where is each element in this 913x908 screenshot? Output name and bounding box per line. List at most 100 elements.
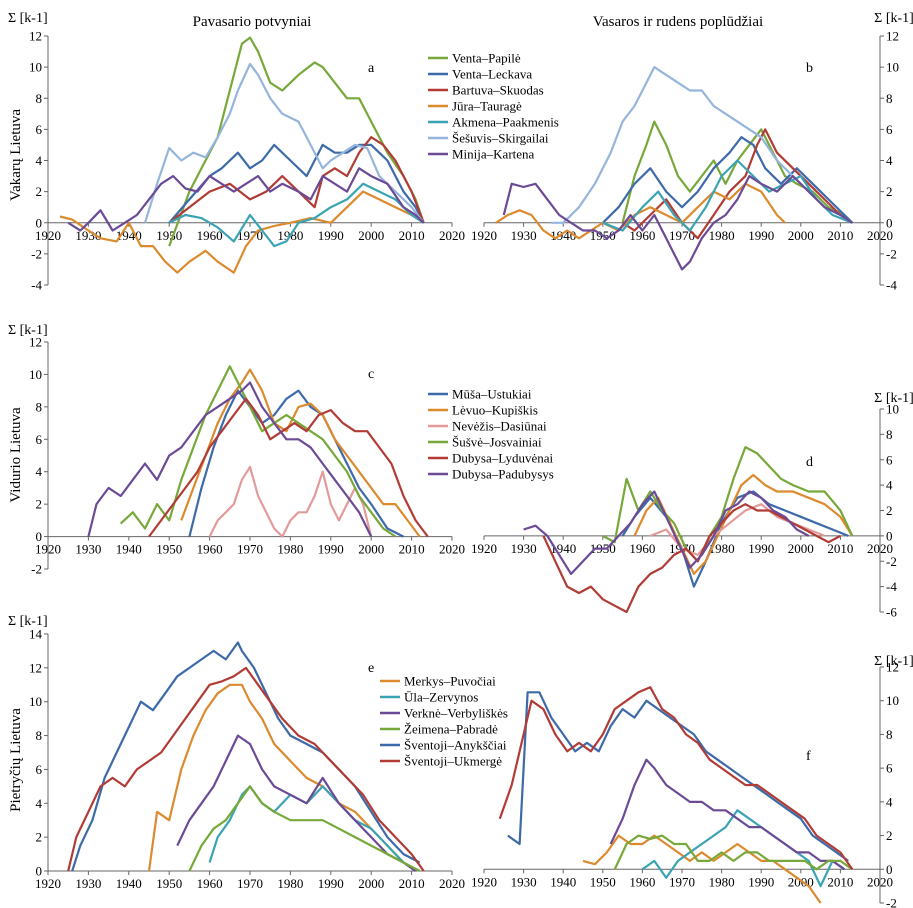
y-tick-label: 10 bbox=[886, 60, 899, 75]
x-tick-label: 2000 bbox=[788, 228, 814, 243]
x-tick-label: 2000 bbox=[358, 876, 384, 891]
y-tick-label: 2 bbox=[886, 184, 893, 199]
title-left: Pavasario potvyniai bbox=[193, 14, 312, 30]
legend-label: Žeimena–Pabradė bbox=[404, 722, 498, 737]
series-line bbox=[71, 641, 421, 872]
x-tick-label: 1990 bbox=[318, 542, 344, 557]
y-axis-unit-label: Σ [k-1] bbox=[874, 654, 913, 669]
x-tick-label: 1930 bbox=[511, 541, 537, 556]
series-line bbox=[523, 490, 810, 576]
x-tick-label: 2000 bbox=[788, 541, 814, 556]
x-tick-label: 2010 bbox=[399, 876, 425, 891]
panel-letter: b bbox=[806, 61, 813, 76]
x-tick-label: 1930 bbox=[511, 228, 537, 243]
series-line bbox=[502, 175, 853, 271]
x-tick-label: 2020 bbox=[867, 228, 893, 243]
legend-label: Venta–Leckava bbox=[452, 67, 532, 82]
y-tick-label: 6 bbox=[886, 452, 893, 467]
series-line bbox=[507, 691, 849, 862]
y-tick-label: 10 bbox=[886, 402, 899, 417]
y-tick-label: 14 bbox=[29, 627, 43, 642]
y-tick-label: 12 bbox=[886, 29, 899, 44]
y-tick-label: 4 bbox=[886, 153, 893, 168]
y-axis-unit-label: Σ [k-1] bbox=[8, 11, 48, 26]
x-tick-label: 1990 bbox=[748, 541, 774, 556]
legend-label: Akmena–Paakmenis bbox=[452, 115, 559, 130]
row-label-west: Vakarų Lietuva bbox=[8, 109, 24, 201]
x-tick-label: 2020 bbox=[867, 874, 893, 889]
y-tick-label: 2 bbox=[36, 497, 43, 512]
series-line bbox=[582, 834, 822, 904]
legend-label: Merkys–Puvočiai bbox=[404, 674, 496, 689]
y-tick-label: 8 bbox=[886, 727, 893, 742]
legend-label: Dubysa–Padubysys bbox=[452, 467, 554, 482]
series-line bbox=[168, 36, 425, 247]
x-tick-label: 1960 bbox=[629, 874, 655, 889]
y-tick-label: 8 bbox=[36, 91, 43, 106]
y-tick-label: 0 bbox=[36, 215, 43, 230]
x-tick-label: 1950 bbox=[156, 542, 182, 557]
legend: Venta–PapilėVenta–LeckavaBartuva–Skuodas… bbox=[428, 51, 559, 162]
y-tick-label: 6 bbox=[36, 762, 43, 777]
series-line bbox=[180, 368, 421, 538]
y-tick-label: 10 bbox=[886, 693, 899, 708]
y-tick-label: 4 bbox=[36, 464, 43, 479]
series-line bbox=[119, 365, 397, 538]
legend-label: Mūša–Ustukiai bbox=[452, 387, 532, 402]
y-tick-label: 0 bbox=[886, 862, 893, 877]
y-tick-label: 0 bbox=[886, 215, 893, 230]
series-line bbox=[498, 686, 854, 870]
y-tick-label: -6 bbox=[886, 605, 897, 620]
x-tick-label: 1930 bbox=[511, 874, 537, 889]
x-tick-label: 1960 bbox=[197, 542, 223, 557]
y-tick-label: 2 bbox=[886, 828, 893, 843]
y-tick-label: 6 bbox=[36, 122, 43, 137]
x-tick-label: 1990 bbox=[748, 228, 774, 243]
series-line bbox=[67, 167, 425, 232]
legend-label: Šušvė–Josvainiai bbox=[452, 435, 542, 450]
x-tick-label: 2020 bbox=[439, 876, 465, 891]
x-tick-label: 1940 bbox=[550, 228, 576, 243]
x-tick-label: 1970 bbox=[669, 228, 695, 243]
y-tick-label: 6 bbox=[36, 432, 43, 447]
x-tick-label: 1940 bbox=[116, 542, 142, 557]
x-tick-label: 1920 bbox=[35, 228, 61, 243]
x-tick-label: 1990 bbox=[748, 874, 774, 889]
y-tick-label: 6 bbox=[886, 761, 893, 776]
series-line bbox=[609, 758, 846, 871]
y-tick-label: -2 bbox=[31, 562, 42, 577]
y-tick-label: 12 bbox=[29, 29, 42, 44]
y-tick-label: 12 bbox=[29, 335, 42, 350]
x-tick-label: 1930 bbox=[75, 228, 101, 243]
series-line bbox=[551, 65, 853, 224]
x-tick-label: 2020 bbox=[867, 541, 893, 556]
panel-e: 0 2 4 6 8 10 12 14 1920 1930 1940 1950 1960 1970 1980 1… bbox=[8, 614, 508, 891]
y-tick-label: 12 bbox=[29, 660, 42, 675]
y-tick-label: 4 bbox=[886, 478, 893, 493]
x-tick-label: 1940 bbox=[116, 876, 142, 891]
x-tick-label: 1970 bbox=[237, 876, 263, 891]
x-tick-label: 1960 bbox=[197, 228, 223, 243]
panel-letter: c bbox=[368, 367, 374, 382]
y-tick-label: 0 bbox=[36, 864, 43, 879]
panel-letter: a bbox=[368, 61, 375, 76]
y-tick-label: 0 bbox=[886, 528, 893, 543]
x-tick-label: 1920 bbox=[35, 542, 61, 557]
y-tick-label: 2 bbox=[886, 503, 893, 518]
x-tick-label: 2020 bbox=[439, 228, 465, 243]
legend: Merkys–PuvočiaiŪla–ZervynosVerknė–Verbyl… bbox=[380, 674, 508, 769]
y-tick-label: -2 bbox=[31, 246, 42, 261]
series-line bbox=[168, 182, 425, 248]
y-tick-label: 0 bbox=[36, 529, 43, 544]
y-tick-label: 2 bbox=[36, 830, 43, 845]
x-tick-label: 2020 bbox=[439, 542, 465, 557]
y-tick-label: 8 bbox=[36, 399, 43, 414]
legend-label: Šventoji–Ukmergė bbox=[404, 754, 502, 769]
row-label-central: Vidurio Lietuva bbox=[8, 407, 24, 503]
legend-label: Minija–Kartena bbox=[452, 147, 535, 162]
series-line bbox=[59, 190, 425, 274]
legend-label: Ūla–Zervynos bbox=[404, 690, 478, 705]
x-tick-label: 2010 bbox=[399, 542, 425, 557]
